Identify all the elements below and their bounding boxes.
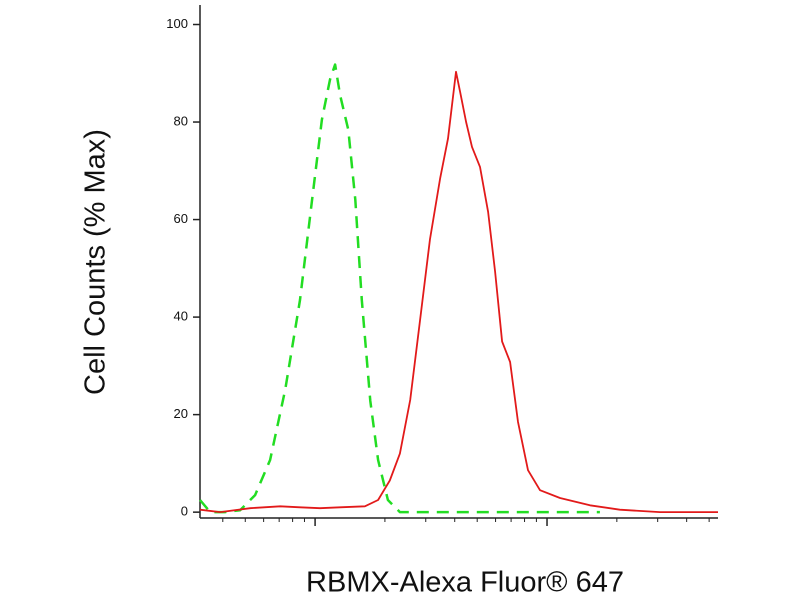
- x-axis-title: RBMX-Alexa Fluor® 647: [306, 567, 624, 599]
- series-line: [199, 70, 718, 513]
- y-tick-label: 0: [181, 504, 188, 519]
- y-tick-label: 80: [174, 113, 188, 128]
- y-axis-title: Cell Counts (% Max): [80, 129, 112, 395]
- y-tick-label: 100: [166, 16, 188, 31]
- y-tick-label: 60: [174, 211, 188, 226]
- y-tick-label: 20: [174, 406, 188, 421]
- series-line: [199, 63, 600, 514]
- y-tick-label: 40: [174, 309, 188, 324]
